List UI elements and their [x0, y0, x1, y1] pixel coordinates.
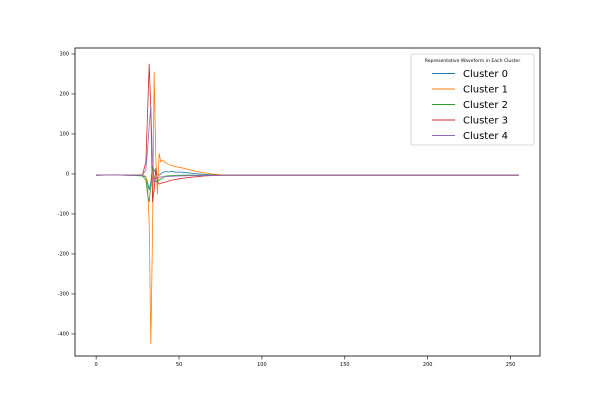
legend-label-cluster-4: Cluster 4: [463, 131, 508, 142]
legend-label-cluster-1: Cluster 1: [463, 85, 508, 96]
y-tick-label: -400: [58, 332, 69, 338]
axis-layer: 0 50 100 150 200 250 300 200 100 0 -100 -200 -300 -40…: [58, 52, 516, 368]
x-tick-label: 0: [95, 362, 98, 368]
legend: Representative Waveform in Each Cluster C…: [410, 53, 535, 146]
x-tick-label: 50: [176, 362, 182, 368]
y-tick-label: 300: [59, 52, 69, 58]
y-tick-label: 100: [59, 132, 69, 138]
legend-title: Representative Waveform in Each Cluster: [425, 58, 521, 64]
x-tick-label: 100: [257, 362, 267, 368]
legend-label-cluster-0: Cluster 0: [463, 69, 508, 80]
legend-label-cluster-3: Cluster 3: [463, 116, 508, 127]
x-tick-label: 200: [423, 362, 433, 368]
y-tick-label: 0: [66, 172, 69, 178]
y-tick-label: -300: [58, 292, 69, 298]
series-line-cluster-4: [96, 105, 519, 183]
legend-box: [410, 53, 535, 146]
x-tick-label: 250: [506, 362, 516, 368]
y-tick-label: -100: [58, 212, 69, 218]
series-layer: [96, 63, 519, 345]
y-tick-label: -200: [58, 252, 69, 258]
plot-frame: [74, 47, 541, 357]
x-tick-label: 150: [340, 362, 350, 368]
y-tick-label: 200: [59, 92, 69, 98]
legend-label-cluster-2: Cluster 2: [463, 100, 508, 111]
